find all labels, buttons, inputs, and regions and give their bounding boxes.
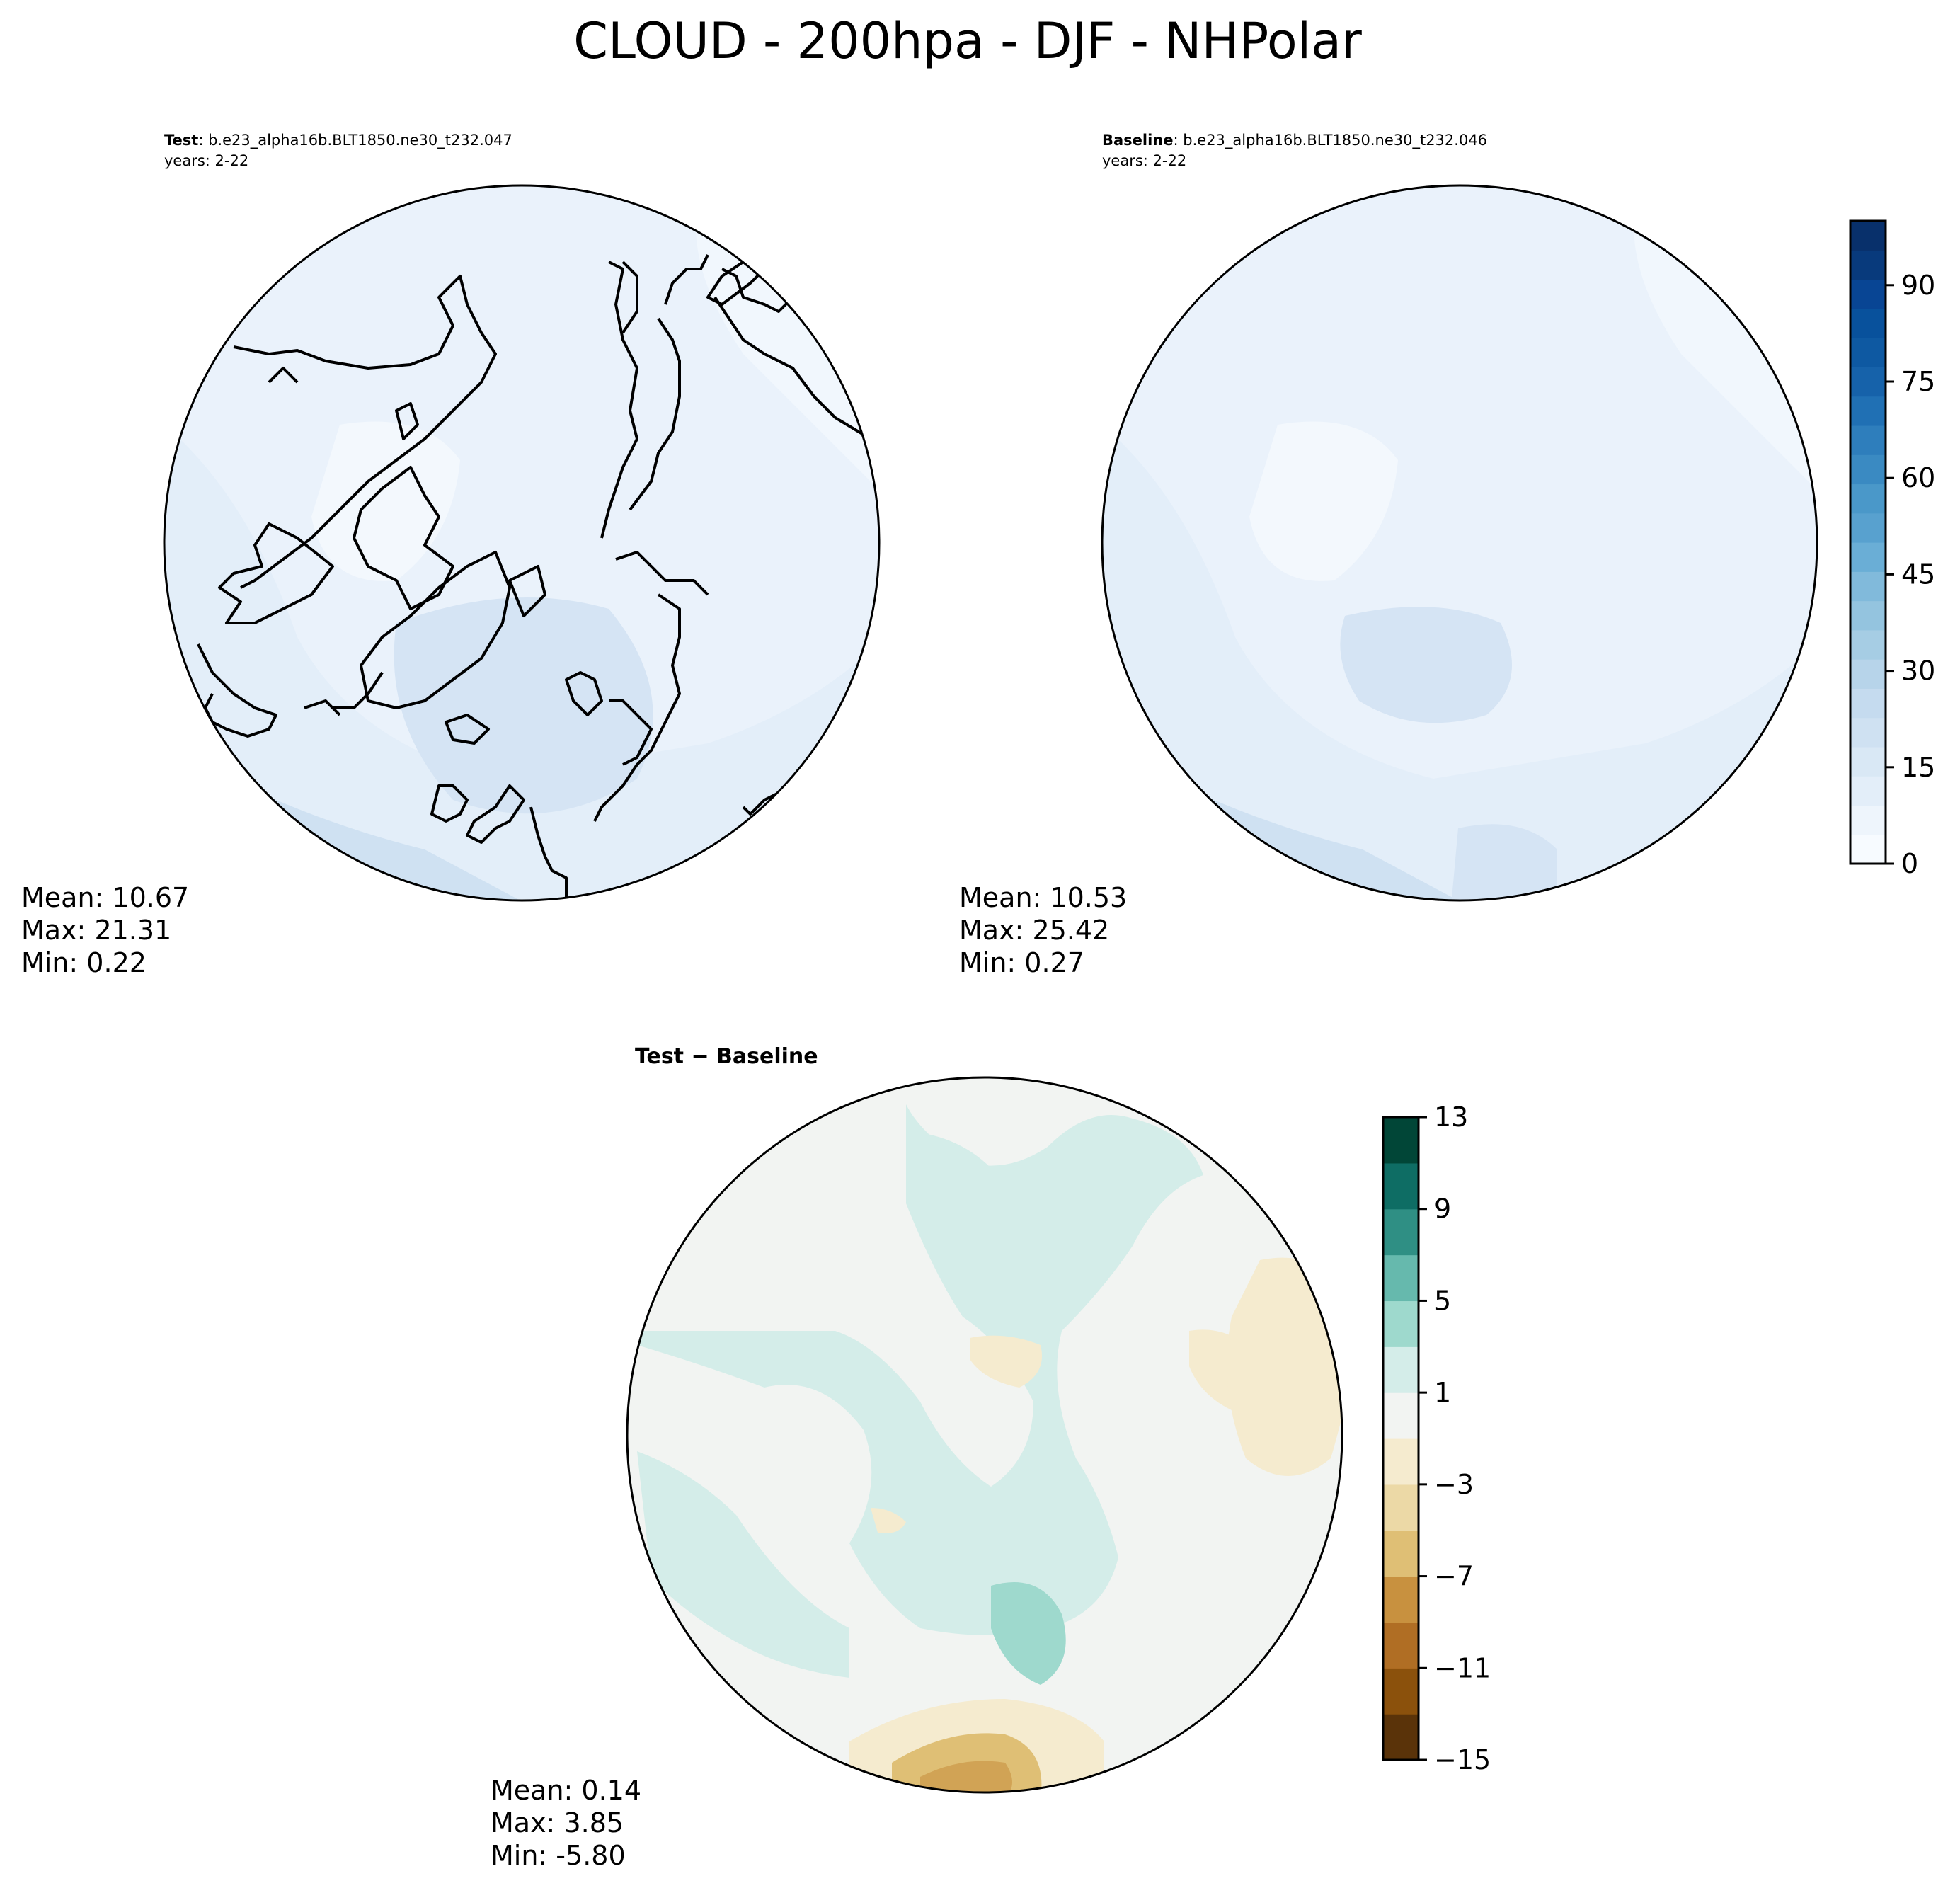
diff-colorbar-swatch: [1383, 1208, 1419, 1256]
diff-colorbar-swatch: [1383, 1668, 1419, 1715]
main-colorbar-swatch: [1850, 571, 1886, 602]
test-max: Max: 21.31: [21, 915, 171, 946]
baseline-map-boundary: [1101, 184, 1818, 902]
diff-label: Test − Baseline: [635, 1044, 818, 1069]
test-years: years: 2-22: [164, 152, 248, 169]
diff-colorbar-tick-label: −7: [1434, 1561, 1474, 1592]
diff-colorbar: −15 −11 −7 −3 1 5 9 13: [1382, 1102, 1491, 1775]
diff-colorbar-tick-label: 13: [1434, 1102, 1468, 1133]
main-colorbar-swatch: [1850, 484, 1886, 514]
main-colorbar-tick-label: 60: [1901, 462, 1935, 493]
diff-colorbar-tick-label: 1: [1434, 1377, 1451, 1408]
baseline-mean: Mean: 10.53: [959, 882, 1127, 913]
diff-colorbar-tick-label: −3: [1434, 1469, 1474, 1500]
diff-colorbar-swatch: [1383, 1484, 1419, 1531]
main-colorbar-swatch: [1850, 600, 1886, 631]
test-mean: Mean: 10.67: [21, 882, 189, 913]
diff-panel: Test − Baseline: [491, 1044, 1343, 1871]
baseline-max: Max: 25.42: [959, 915, 1109, 946]
main-colorbar-swatch: [1850, 367, 1886, 397]
baseline-min: Min: 0.27: [959, 947, 1084, 978]
main-colorbar-swatch: [1850, 250, 1886, 280]
main-colorbar-swatch: [1850, 396, 1886, 426]
main-colorbar-swatch: [1850, 513, 1886, 543]
main-colorbar-swatch: [1850, 776, 1886, 806]
main-colorbar-tick-label: 45: [1901, 559, 1935, 590]
main-colorbar-swatch: [1850, 805, 1886, 835]
diff-colorbar-swatch: [1383, 1117, 1419, 1164]
main-colorbar-tick-label: 90: [1901, 270, 1935, 301]
main-colorbar-tick-label: 75: [1901, 366, 1935, 397]
test-case-name: : b.e23_alpha16b.BLT1850.ne30_t232.047: [198, 132, 512, 149]
test-map-boundary: [163, 184, 881, 902]
figure-title: CLOUD - 200hpa - DJF - NHPolar: [573, 12, 1362, 70]
main-colorbar-swatch: [1850, 425, 1886, 455]
baseline-header: Baseline: b.e23_alpha16b.BLT1850.ne30_t2…: [1102, 132, 1487, 149]
main-colorbar-swatch: [1850, 279, 1886, 309]
diff-colorbar-swatch: [1383, 1162, 1419, 1210]
main-colorbar-frame: [1849, 219, 1887, 865]
diff-mean: Mean: 0.14: [491, 1775, 641, 1806]
diff-colorbar-tick-label: 9: [1434, 1194, 1451, 1225]
diff-colorbar-swatch: [1383, 1254, 1419, 1302]
main-colorbar: 0 15 30 45 60 75 90: [1849, 219, 1935, 879]
diff-max: Max: 3.85: [491, 1807, 624, 1838]
baseline-case-name: : b.e23_alpha16b.BLT1850.ne30_t232.046: [1174, 132, 1488, 149]
main-colorbar-tick-label: 0: [1901, 848, 1918, 879]
main-colorbar-swatch: [1850, 659, 1886, 689]
diff-colorbar-tick-label: 5: [1434, 1285, 1451, 1316]
test-label: Test: [164, 132, 198, 149]
diff-colorbar-tick-label: −11: [1434, 1652, 1491, 1683]
diff-colorbar-swatch: [1383, 1530, 1419, 1577]
main-colorbar-swatch: [1850, 629, 1886, 660]
diff-colorbar-swatch: [1383, 1438, 1419, 1485]
test-panel: Test: b.e23_alpha16b.BLT1850.ne30_t232.0…: [21, 132, 881, 978]
diff-min: Min: -5.80: [491, 1840, 626, 1871]
diff-map-boundary: [626, 1076, 1343, 1794]
diff-colorbar-swatch: [1383, 1300, 1419, 1347]
baseline-years: years: 2-22: [1102, 152, 1186, 169]
main-colorbar-swatch: [1850, 221, 1886, 251]
main-colorbar-swatch: [1850, 542, 1886, 572]
main-colorbar-swatch: [1850, 746, 1886, 777]
baseline-map: [1102, 185, 1817, 900]
diff-colorbar-swatch: [1383, 1346, 1419, 1393]
diff-colorbar-swatch: [1383, 1622, 1419, 1669]
main-colorbar-tick-label: 30: [1901, 656, 1935, 687]
main-colorbar-swatch: [1850, 454, 1886, 485]
main-colorbar-tick-label: 15: [1901, 752, 1935, 783]
diff-colorbar-frame: [1382, 1116, 1420, 1761]
main-colorbar-swatch: [1850, 834, 1886, 864]
diff-colorbar-swatch: [1383, 1576, 1419, 1623]
diff-map: [627, 1077, 1342, 1792]
main-colorbar-swatch: [1850, 308, 1886, 338]
main-colorbar-swatch: [1850, 717, 1886, 748]
diff-colorbar-tick-label: −15: [1434, 1744, 1491, 1775]
test-min: Min: 0.22: [21, 947, 147, 978]
test-header: Test: b.e23_alpha16b.BLT1850.ne30_t232.0…: [164, 132, 512, 149]
diff-colorbar-swatch: [1383, 1714, 1419, 1761]
main-colorbar-swatch: [1850, 688, 1886, 719]
baseline-panel: Baseline: b.e23_alpha16b.BLT1850.ne30_t2…: [959, 132, 1818, 978]
main-colorbar-swatch: [1850, 338, 1886, 367]
diff-colorbar-swatch: [1383, 1392, 1419, 1439]
baseline-label: Baseline: [1102, 132, 1174, 149]
